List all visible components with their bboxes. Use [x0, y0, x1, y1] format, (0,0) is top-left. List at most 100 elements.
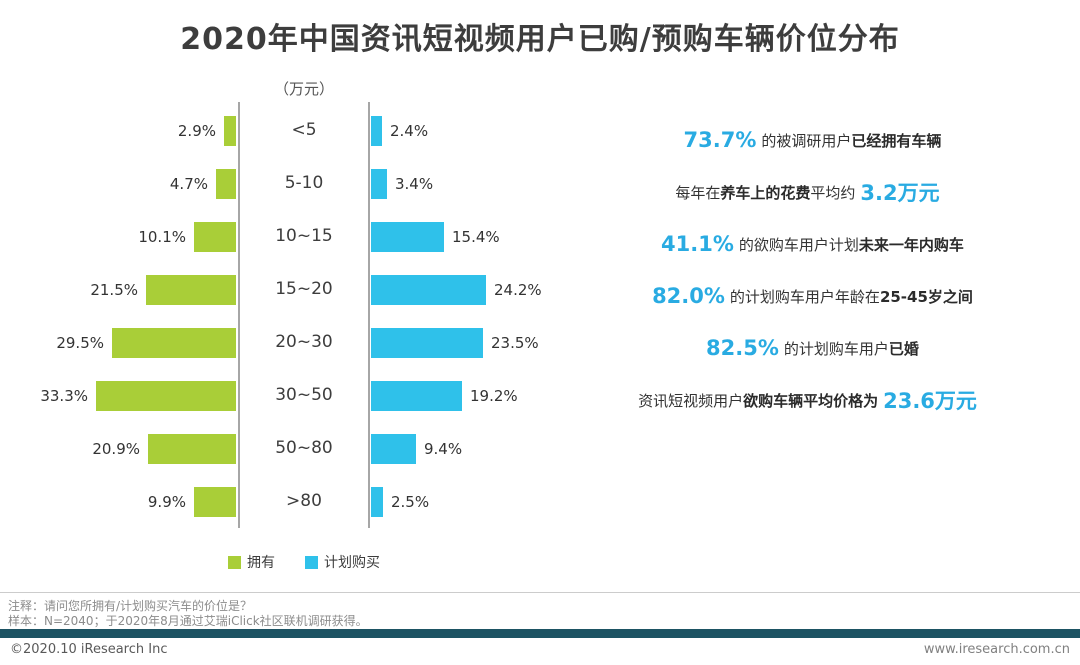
owned-bar-group: 4.7%: [0, 157, 236, 210]
planned-bar: [371, 433, 416, 464]
annotation-text: 每年在: [675, 183, 721, 202]
owned-bar: [112, 327, 236, 358]
planned-bar-group: 19.2%: [371, 369, 560, 422]
chart-legend: 拥有 计划购买: [228, 552, 380, 572]
key-findings: 73.7% 的被调研用户 已经拥有车辆 每年在 养车上的花费 平均约 3.2万元 41.1…: [552, 114, 1068, 426]
annotation-highlight-value: 41.1%: [661, 232, 734, 256]
annotation-line: 82.0% 的计划购车用户年龄在 25-45岁之间: [552, 270, 1068, 322]
annotation-text: 的被调研用户: [761, 131, 852, 150]
annotation-line: 资讯短视频用户 欲购车辆平均价格为 23.6万元: [552, 374, 1068, 426]
unit-label: （万元）: [273, 80, 334, 98]
owned-bar-group: 2.9%: [0, 104, 236, 157]
chart-row: 21.5% 15~20 24.2%: [0, 263, 560, 316]
annotation-highlight-value: 82.0%: [652, 284, 725, 308]
planned-value-label: 19.2%: [470, 386, 518, 405]
separator-line: [0, 592, 1080, 593]
chart-row: 4.7% 5-10 3.4%: [0, 157, 560, 210]
legend-swatch: [305, 555, 318, 569]
chart-row: 2.9% <5 2.4%: [0, 104, 560, 157]
category-label: 10~15: [275, 226, 333, 246]
footer-copyright: ©2020.10 iResearch Inc: [10, 642, 168, 657]
category-label: 5-10: [284, 173, 324, 193]
owned-value-label: 33.3%: [40, 386, 88, 405]
annotation-line: 每年在 养车上的花费 平均约 3.2万元: [552, 166, 1068, 218]
footer: ©2020.10 iResearch Inc www.iresearch.com…: [0, 642, 1080, 662]
annotation-highlight-value: 23.6万元: [883, 389, 977, 413]
planned-value-label: 2.4%: [390, 121, 429, 140]
planned-bar-group: 23.5%: [371, 316, 560, 369]
owned-bar-group: 20.9%: [0, 422, 236, 475]
footnotes: 注释：请问您所拥有/计划购买汽车的价位是？ 样本：N=2040；于2020年8月…: [8, 599, 368, 629]
planned-value-label: 24.2%: [494, 280, 542, 299]
legend-item: 拥有: [228, 552, 275, 572]
planned-bar: [371, 168, 387, 199]
planned-bar: [371, 380, 462, 411]
note-question: 注释：请问您所拥有/计划购买汽车的价位是？: [8, 599, 253, 613]
owned-bar-group: 10.1%: [0, 210, 236, 263]
planned-value-label: 3.4%: [395, 174, 434, 193]
owned-bar: [194, 486, 236, 517]
chart-row: 33.3% 30~50 19.2%: [0, 369, 560, 422]
chart-row: 9.9% >80 2.5%: [0, 475, 560, 528]
annotation-text: 25-45岁之间: [879, 287, 973, 306]
chart-row: 20.9% 50~80 9.4%: [0, 422, 560, 475]
butterfly-chart: 2.9% <5 2.4% 4.7% 5-10 3.4% 10.1% 10~15 15.4% 21.…: [0, 102, 560, 528]
planned-value-label: 9.4%: [424, 439, 463, 458]
annotation-text: 欲购车辆平均价格为: [743, 391, 879, 410]
category-label: 30~50: [275, 385, 333, 405]
planned-bar-group: 2.5%: [371, 475, 560, 528]
footer-website-link[interactable]: www.iresearch.com.cn: [923, 642, 1070, 657]
planned-bar-group: 9.4%: [371, 422, 560, 475]
owned-value-label: 9.9%: [147, 492, 186, 511]
chart-row: 10.1% 10~15 15.4%: [0, 210, 560, 263]
legend-item: 计划购买: [305, 552, 380, 572]
owned-value-label: 2.9%: [177, 121, 216, 140]
planned-bar: [371, 486, 383, 517]
annotation-line: 73.7% 的被调研用户 已经拥有车辆: [552, 114, 1068, 166]
owned-bar-group: 21.5%: [0, 263, 236, 316]
planned-value-label: 15.4%: [452, 227, 500, 246]
owned-value-label: 10.1%: [138, 227, 186, 246]
footer-color-bar: [0, 629, 1080, 638]
category-label: 20~30: [275, 332, 333, 352]
category-label: 15~20: [275, 279, 333, 299]
owned-bar-group: 29.5%: [0, 316, 236, 369]
planned-value-label: 2.5%: [391, 492, 430, 511]
legend-swatch: [228, 555, 241, 569]
annotation-line: 41.1% 的欲购车用户计划 未来一年内购车: [552, 218, 1068, 270]
owned-value-label: 4.7%: [169, 174, 208, 193]
legend-label: 计划购买: [324, 555, 380, 571]
annotation-text: 未来一年内购车: [858, 235, 964, 254]
planned-bar: [371, 221, 444, 252]
owned-bar: [148, 433, 236, 464]
annotation-text: 养车上的花费: [720, 183, 811, 202]
annotation-text: 的欲购车用户计划: [738, 235, 859, 254]
planned-bar: [371, 274, 486, 305]
owned-value-label: 20.9%: [92, 439, 140, 458]
annotation-highlight-value: 3.2万元: [860, 181, 940, 205]
planned-bar: [371, 327, 483, 358]
annotation-text: 的计划购车用户: [783, 339, 889, 358]
owned-bar: [96, 380, 236, 411]
annotation-text: 已婚: [888, 339, 919, 358]
legend-label: 拥有: [247, 555, 275, 571]
category-label: >80: [286, 491, 322, 511]
owned-bar-group: 33.3%: [0, 369, 236, 422]
owned-bar-group: 9.9%: [0, 475, 236, 528]
owned-bar: [216, 168, 236, 199]
chart-row: 29.5% 20~30 23.5%: [0, 316, 560, 369]
owned-bar: [146, 274, 236, 305]
annotation-highlight-value: 73.7%: [683, 128, 757, 152]
planned-value-label: 23.5%: [491, 333, 539, 352]
annotation-highlight-value: 82.5%: [706, 336, 779, 360]
annotation-text: 已经拥有车辆: [851, 131, 942, 150]
page-title: 2020年中国资讯短视频用户已购/预购车辆价位分布: [180, 22, 900, 57]
planned-bar-group: 15.4%: [371, 210, 560, 263]
owned-bar: [194, 221, 236, 252]
planned-bar-group: 3.4%: [371, 157, 560, 210]
category-label: <5: [291, 120, 317, 140]
planned-bar-group: 24.2%: [371, 263, 560, 316]
planned-bar: [371, 115, 382, 146]
annotation-text: 资讯短视频用户: [638, 391, 744, 410]
